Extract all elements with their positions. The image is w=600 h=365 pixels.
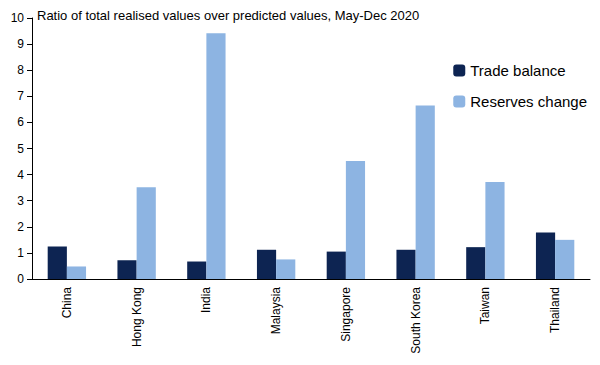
svg-text:2: 2 bbox=[17, 220, 24, 234]
svg-text:7: 7 bbox=[17, 89, 24, 103]
svg-text:5: 5 bbox=[17, 142, 24, 156]
svg-text:Malaysia: Malaysia bbox=[269, 287, 283, 335]
svg-text:Singapore: Singapore bbox=[339, 287, 353, 342]
svg-text:Reserves change: Reserves change bbox=[470, 93, 587, 110]
svg-text:9: 9 bbox=[17, 37, 24, 51]
svg-text:South Korea: South Korea bbox=[409, 287, 423, 354]
svg-text:0: 0 bbox=[17, 272, 24, 286]
svg-text:Hong Kong: Hong Kong bbox=[130, 287, 144, 347]
svg-text:8: 8 bbox=[17, 63, 24, 77]
svg-text:10: 10 bbox=[11, 11, 25, 25]
svg-text:4: 4 bbox=[17, 168, 24, 182]
svg-text:Ratio of total realised values: Ratio of total realised values over pred… bbox=[37, 8, 419, 23]
svg-text:3: 3 bbox=[17, 194, 24, 208]
svg-text:India: India bbox=[199, 287, 213, 313]
svg-text:Taiwan: Taiwan bbox=[478, 287, 492, 324]
svg-text:6: 6 bbox=[17, 115, 24, 129]
svg-text:China: China bbox=[60, 287, 74, 319]
svg-text:Thailand: Thailand bbox=[548, 287, 562, 333]
svg-text:1: 1 bbox=[17, 246, 24, 260]
svg-text:Trade balance: Trade balance bbox=[470, 62, 565, 79]
